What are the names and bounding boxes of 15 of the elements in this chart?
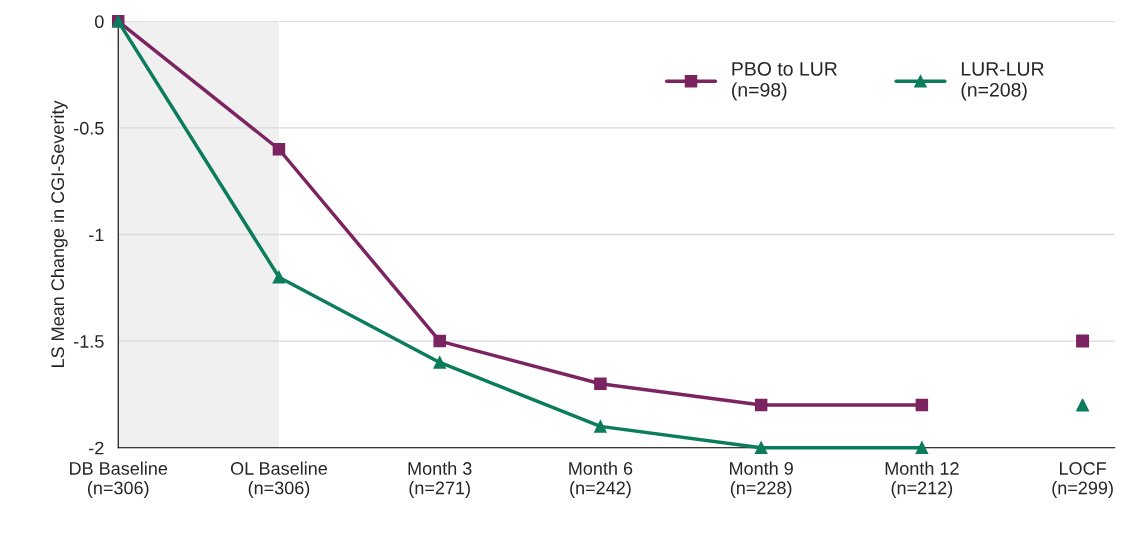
y-tick-label: -2 bbox=[89, 441, 104, 455]
x-tick-label: Month 3 (n=271) bbox=[408, 461, 472, 498]
legend-label: PBO to LUR (n=98) bbox=[732, 61, 837, 101]
x-tick-label: Month 12 (n=212) bbox=[885, 461, 959, 498]
legend-label: LUR-LUR (n=208) bbox=[961, 62, 1044, 101]
x-tick-label: Month 9 (n=228) bbox=[730, 461, 793, 498]
x-tick-label: DB Baseline (n=306) bbox=[70, 461, 168, 498]
y-tick-label: -1 bbox=[89, 228, 104, 242]
x-tick-label: Month 6 (n=242) bbox=[569, 461, 633, 498]
x-tick-label: LOCF (n=299) bbox=[1052, 462, 1113, 498]
y-axis-title: LS Mean Change in CGI-Severity bbox=[50, 100, 68, 368]
x-tick-label: OL Baseline (n=306) bbox=[230, 461, 327, 498]
y-tick-label: -1.5 bbox=[74, 335, 104, 348]
y-tick-label: -0.5 bbox=[74, 121, 104, 135]
y-tick-label: 0 bbox=[95, 15, 104, 29]
